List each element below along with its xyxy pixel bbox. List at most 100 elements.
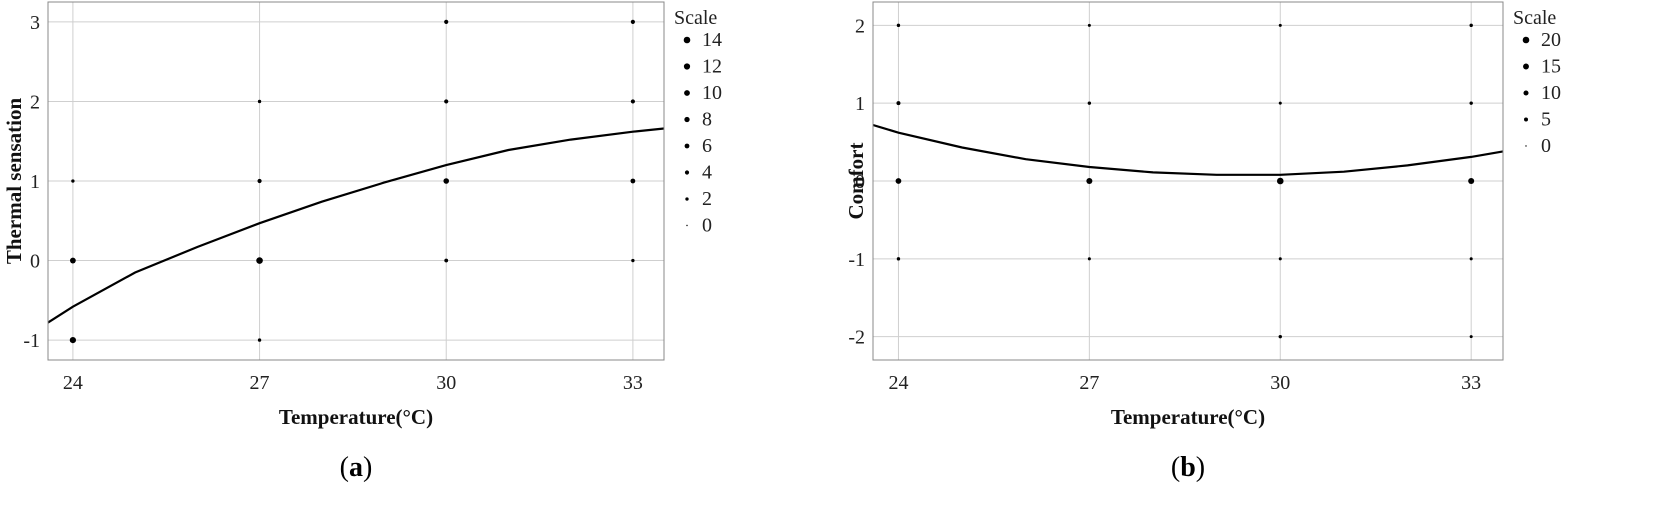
scatter-point-b-0 <box>896 257 901 261</box>
legend-marker-a-1 <box>683 63 691 70</box>
legend-title-a: Scale <box>674 7 717 29</box>
legend-label-b-2: 10 <box>1541 82 1561 104</box>
scatter-point-b-17 <box>1469 23 1473 28</box>
x-axis-label-b: Temperature(°C) <box>1111 405 1265 429</box>
scatter-point-b-6 <box>1087 101 1092 105</box>
scatter-point-a-3 <box>257 338 262 342</box>
scatter-point-b-5 <box>1086 177 1093 185</box>
scatter-point-b-11 <box>1278 101 1282 105</box>
y-tick-label-b-1: -1 <box>848 249 865 271</box>
scatter-point-a-0 <box>69 337 76 344</box>
plot-frame-a <box>47 1 665 361</box>
scatter-point-a-14 <box>630 19 635 24</box>
scatter-point-b-16 <box>1469 101 1473 105</box>
legend-label-b-1: 15 <box>1541 56 1561 78</box>
y-tick-label-b-4: 2 <box>855 15 865 37</box>
legend-label-b-0: 20 <box>1541 29 1561 51</box>
legend-marker-b-4 <box>1525 145 1527 147</box>
legend-label-b-3: 5 <box>1541 109 1551 131</box>
panel-label-b: (b) <box>1171 452 1205 483</box>
x-tick-label-b-2: 30 <box>1270 372 1290 394</box>
legend-a: Scale 14 12 10 8 6 4 2 0 <box>674 7 722 237</box>
y-axis-label-b: Comfort <box>844 143 868 220</box>
legend-marker-a-3 <box>684 116 690 123</box>
scatter-points-a <box>69 19 636 344</box>
x-tick-label-a-0: 24 <box>63 372 83 394</box>
legend-title-b: Scale <box>1513 7 1556 29</box>
scatter-point-a-5 <box>257 178 262 184</box>
legend-marker-a-5 <box>684 170 690 175</box>
legend-b: Scale 20 15 10 5 0 <box>1513 7 1561 157</box>
scatter-point-a-13 <box>630 99 635 104</box>
y-tick-label-b-0: -2 <box>848 327 865 349</box>
scatter-point-a-11 <box>631 258 635 263</box>
scatter-point-a-8 <box>443 178 450 184</box>
legend-label-a-1: 12 <box>702 56 722 78</box>
scatter-point-b-14 <box>1469 257 1473 261</box>
y-tick-label-a-0: -1 <box>23 330 40 352</box>
x-tick-labels-b: 24 27 30 33 <box>888 372 1481 394</box>
y-axis-label-a: Thermal sensation <box>2 98 26 265</box>
x-tick-label-a-1: 27 <box>250 372 270 394</box>
x-tick-label-b-3: 33 <box>1461 372 1481 394</box>
x-tick-label-b-0: 24 <box>888 372 908 394</box>
x-tick-label-b-1: 27 <box>1079 372 1099 394</box>
y-tick-label-a-2: 1 <box>30 171 40 193</box>
fit-curve-a <box>47 127 665 324</box>
legend-marker-a-7 <box>686 224 688 227</box>
panel-label-close-b: ) <box>1196 452 1205 483</box>
scatter-point-b-8 <box>1278 334 1282 339</box>
scatter-points-b <box>895 23 1475 339</box>
grid-lines-a <box>48 2 664 360</box>
panel-label-a: (a) <box>340 452 373 483</box>
scatter-point-b-9 <box>1278 257 1282 261</box>
panel-label-close-a: ) <box>363 452 372 483</box>
legend-marker-b-0 <box>1522 36 1530 44</box>
scatter-point-a-6 <box>257 99 262 104</box>
fit-curve-b <box>872 123 1504 176</box>
y-tick-label-a-4: 3 <box>30 12 40 34</box>
scatter-point-b-4 <box>1087 257 1091 261</box>
panel-label-letter-b: b <box>1180 452 1196 483</box>
y-tick-label-a-1: 0 <box>30 251 40 273</box>
legend-label-b-4: 0 <box>1541 135 1551 157</box>
legend-marker-b-3 <box>1524 117 1528 122</box>
legend-label-a-4: 6 <box>702 135 712 157</box>
chart-panel-b: -2 -1 0 1 2 24 27 30 33 Comfort Temperature(°C)… <box>844 1 1561 483</box>
legend-label-a-3: 8 <box>702 109 712 131</box>
panel-label-letter-a: a <box>349 452 363 483</box>
scatter-point-b-10 <box>1276 177 1284 185</box>
legend-label-a-7: 0 <box>702 215 712 237</box>
scatter-point-a-7 <box>444 258 449 263</box>
legend-marker-a-4 <box>684 143 690 149</box>
legend-label-a-6: 2 <box>702 188 712 210</box>
legend-label-a-5: 4 <box>702 162 712 184</box>
scatter-point-b-12 <box>1278 23 1282 27</box>
legend-label-a-0: 14 <box>702 29 722 51</box>
scatter-point-a-10 <box>444 19 449 24</box>
x-tick-labels-a: 24 27 30 33 <box>63 372 643 394</box>
scatter-point-b-2 <box>896 101 901 106</box>
x-tick-label-a-2: 30 <box>436 372 456 394</box>
plot-frame-b <box>872 1 1504 361</box>
legend-marker-b-1 <box>1523 63 1529 70</box>
y-tick-labels-a: -1 0 1 2 3 <box>23 12 40 352</box>
grid-lines-b <box>873 2 1503 360</box>
scatter-point-b-3 <box>896 23 901 28</box>
legend-marker-b-2 <box>1523 90 1529 96</box>
scatter-point-a-2 <box>71 179 75 183</box>
scatter-point-b-1 <box>895 178 902 184</box>
x-axis-label-a: Temperature(°C) <box>279 405 433 429</box>
x-tick-label-a-3: 33 <box>623 372 643 394</box>
scatter-point-b-15 <box>1468 177 1475 185</box>
scatter-point-a-12 <box>630 178 636 184</box>
scatter-point-b-7 <box>1087 23 1091 27</box>
panel-label-open-b: ( <box>1171 452 1180 483</box>
legend-label-a-2: 10 <box>702 82 722 104</box>
y-tick-label-b-3: 1 <box>855 93 865 115</box>
y-tick-label-a-3: 2 <box>30 91 40 113</box>
scatter-point-a-4 <box>256 257 263 264</box>
legend-marker-a-6 <box>685 197 689 201</box>
